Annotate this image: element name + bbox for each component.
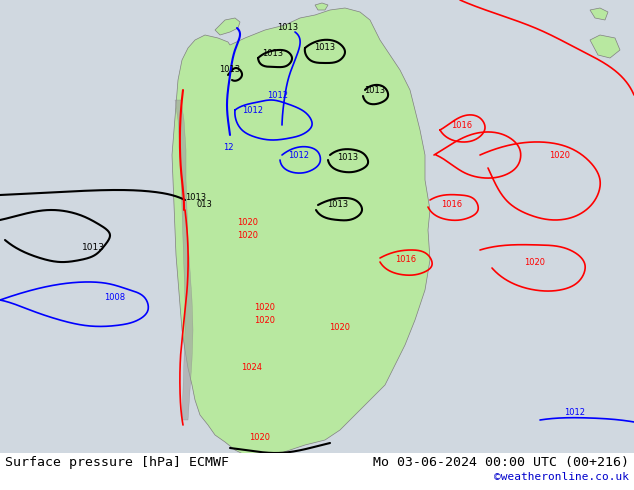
Text: 1012: 1012 [288, 151, 309, 160]
Text: 1013: 1013 [314, 43, 335, 52]
Text: 1020: 1020 [250, 433, 271, 442]
Text: 1016: 1016 [441, 200, 463, 209]
Text: 1020: 1020 [238, 218, 259, 227]
Text: 1012: 1012 [564, 408, 586, 417]
Polygon shape [315, 3, 328, 10]
Text: 1020: 1020 [330, 323, 351, 332]
Polygon shape [175, 100, 193, 420]
Polygon shape [172, 8, 430, 460]
FancyBboxPatch shape [0, 453, 634, 490]
Text: 1013: 1013 [278, 23, 299, 32]
Text: 1004: 1004 [510, 455, 531, 464]
Text: 1013: 1013 [337, 153, 359, 162]
Text: 1013: 1013 [261, 453, 283, 462]
Text: 1013: 1013 [185, 193, 206, 202]
Text: 1013: 1013 [327, 200, 349, 209]
Text: 1013: 1013 [262, 49, 283, 58]
Polygon shape [590, 35, 620, 58]
Text: 1020: 1020 [550, 151, 571, 160]
Text: ©weatheronline.co.uk: ©weatheronline.co.uk [494, 472, 629, 482]
Text: 1020: 1020 [254, 303, 276, 312]
Text: 1020: 1020 [238, 231, 259, 240]
Text: 1016: 1016 [396, 255, 417, 264]
Text: Surface pressure [hPa] ECMWF: Surface pressure [hPa] ECMWF [5, 456, 229, 468]
Text: 1020: 1020 [524, 258, 545, 267]
Text: Mo 03-06-2024 00:00 UTC (00+216): Mo 03-06-2024 00:00 UTC (00+216) [373, 456, 629, 468]
Text: 1012: 1012 [242, 106, 264, 115]
Text: 1013: 1013 [82, 243, 105, 252]
Text: 1008: 1008 [105, 293, 126, 302]
Text: 1013: 1013 [219, 65, 240, 74]
Text: 1012: 1012 [268, 91, 288, 100]
Text: 1013: 1013 [365, 86, 385, 95]
Text: 1020: 1020 [254, 316, 276, 325]
Text: 013: 013 [196, 200, 212, 209]
Text: 1016: 1016 [451, 121, 472, 130]
Text: 12: 12 [223, 143, 233, 152]
Polygon shape [215, 18, 240, 35]
Polygon shape [590, 8, 608, 20]
Text: 1024: 1024 [242, 363, 262, 372]
